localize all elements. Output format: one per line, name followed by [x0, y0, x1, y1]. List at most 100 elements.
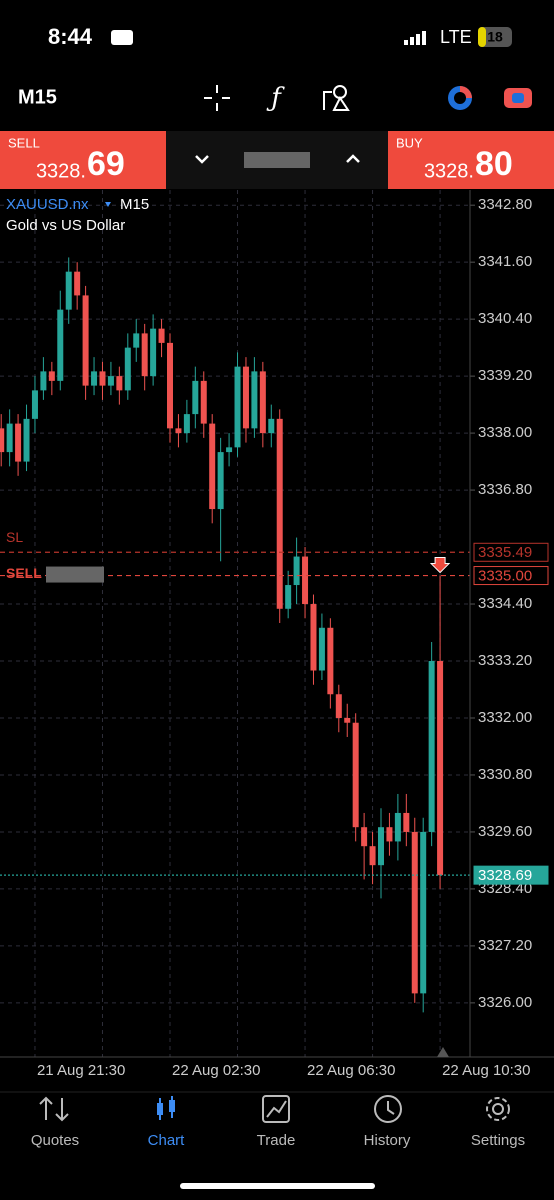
buy-label: BUY — [396, 135, 423, 150]
y-tick-label: 3333.20 — [478, 652, 532, 669]
candle-body — [369, 846, 376, 866]
chart-timeframe: M15 — [120, 196, 149, 213]
candle-body — [411, 831, 418, 994]
timeframe-button[interactable]: M15 — [18, 86, 57, 108]
y-tick-label: 3334.40 — [478, 595, 532, 612]
candle-body — [285, 585, 292, 609]
candle-body — [158, 328, 165, 343]
candle-body — [150, 328, 157, 377]
order-redacted — [46, 566, 104, 583]
candle-body — [437, 661, 444, 876]
objects-icon[interactable] — [323, 85, 350, 111]
symbol-dropdown[interactable] — [105, 202, 111, 207]
candle-body — [293, 556, 300, 586]
tab-label[interactable]: Quotes — [31, 1132, 79, 1149]
y-tick-label: 3338.00 — [478, 424, 532, 441]
candle-body — [310, 604, 317, 671]
y-tick-label: 3336.80 — [478, 481, 532, 498]
chart-icon — [157, 1096, 175, 1120]
tab-label[interactable]: Settings — [471, 1132, 525, 1149]
candle-body — [302, 556, 309, 605]
candle-body — [251, 371, 258, 429]
volume-up[interactable] — [346, 154, 360, 163]
candle-body — [175, 428, 182, 434]
candle-body — [352, 722, 359, 828]
crosshair-icon[interactable] — [204, 85, 230, 111]
signal — [404, 31, 426, 45]
candle-body — [107, 376, 114, 386]
x-tick-label: 22 Aug 06:30 — [307, 1062, 395, 1079]
candle-body — [0, 428, 5, 453]
buy-price-big: 80 — [475, 145, 513, 183]
tab-label[interactable]: History — [364, 1132, 411, 1149]
buy-price-main: 3328. — [424, 160, 474, 182]
y-tick-label: 3326.00 — [478, 994, 532, 1011]
candle-body — [318, 627, 325, 671]
candle-body — [361, 827, 368, 847]
candle-body — [344, 717, 351, 723]
volume-down[interactable] — [195, 155, 209, 164]
level-tag — [473, 542, 549, 562]
candle-body — [386, 827, 393, 842]
candle-body — [6, 423, 13, 453]
candle-body — [183, 414, 190, 434]
candle-body — [200, 380, 207, 424]
card-icon — [111, 30, 133, 45]
level-name: SELL — [6, 565, 42, 581]
candle-body — [74, 271, 81, 296]
symbol: XAUUSD.nx — [6, 196, 89, 213]
candle-body — [167, 342, 173, 429]
indicator-icon[interactable]: ƒ — [266, 83, 285, 113]
candle-body — [40, 371, 47, 391]
tab-label[interactable]: Trade — [257, 1132, 296, 1149]
level-tag — [473, 865, 549, 885]
y-tick-label: 3342.80 — [478, 196, 532, 213]
candle-body — [420, 831, 427, 994]
trade-tab-icon — [262, 1095, 290, 1123]
buy-button[interactable] — [388, 131, 554, 189]
account-icon-hole — [454, 92, 466, 104]
candle-body — [82, 295, 89, 386]
candle-body — [57, 309, 64, 381]
network: LTE — [440, 27, 472, 47]
candle-body — [209, 423, 216, 510]
y-tick-label: 3332.00 — [478, 709, 532, 726]
y-tick-label: 3340.40 — [478, 310, 532, 327]
tab-bar: Quotes Chart Trade History Settings — [31, 1132, 525, 1149]
candle-body — [217, 452, 224, 510]
settings-icon — [486, 1097, 510, 1121]
y-tick-label: 3330.80 — [478, 766, 532, 783]
sell-price-main: 3328. — [36, 160, 86, 182]
candle-body — [124, 347, 131, 391]
sell-button[interactable] — [0, 131, 166, 189]
candle-body — [23, 418, 30, 462]
candle-body — [48, 371, 55, 381]
candle-body — [259, 371, 266, 434]
candle-body — [403, 812, 410, 832]
candle-body — [91, 371, 98, 386]
home-indicator — [180, 1183, 375, 1189]
tab-label[interactable]: Chart — [148, 1132, 186, 1149]
candle-body — [116, 376, 123, 391]
battery-level — [478, 27, 486, 47]
battery — [478, 27, 512, 47]
level-tag-label: 3335.00 — [478, 568, 532, 585]
sell-arrow — [429, 557, 451, 574]
level-tag-label: 3335.49 — [478, 544, 532, 561]
volume-redacted[interactable] — [244, 152, 310, 168]
x-tick-label: 22 Aug 02:30 — [172, 1062, 260, 1079]
y-tick-label: 3327.20 — [478, 937, 532, 954]
chart: 3342.80 3341.60 3340.40 3339.20 3338.00 3336.… — [0, 190, 549, 1079]
battery-text: 18 — [487, 29, 503, 45]
level-tag — [473, 566, 549, 586]
sell-price-big: 69 — [87, 145, 125, 183]
candle-body — [335, 694, 342, 718]
candle-body — [192, 380, 199, 415]
sell-label: SELL — [8, 135, 40, 150]
candle-body — [276, 418, 283, 609]
candle-body — [378, 827, 384, 866]
candle-body — [65, 271, 72, 310]
history-icon — [374, 1095, 402, 1123]
